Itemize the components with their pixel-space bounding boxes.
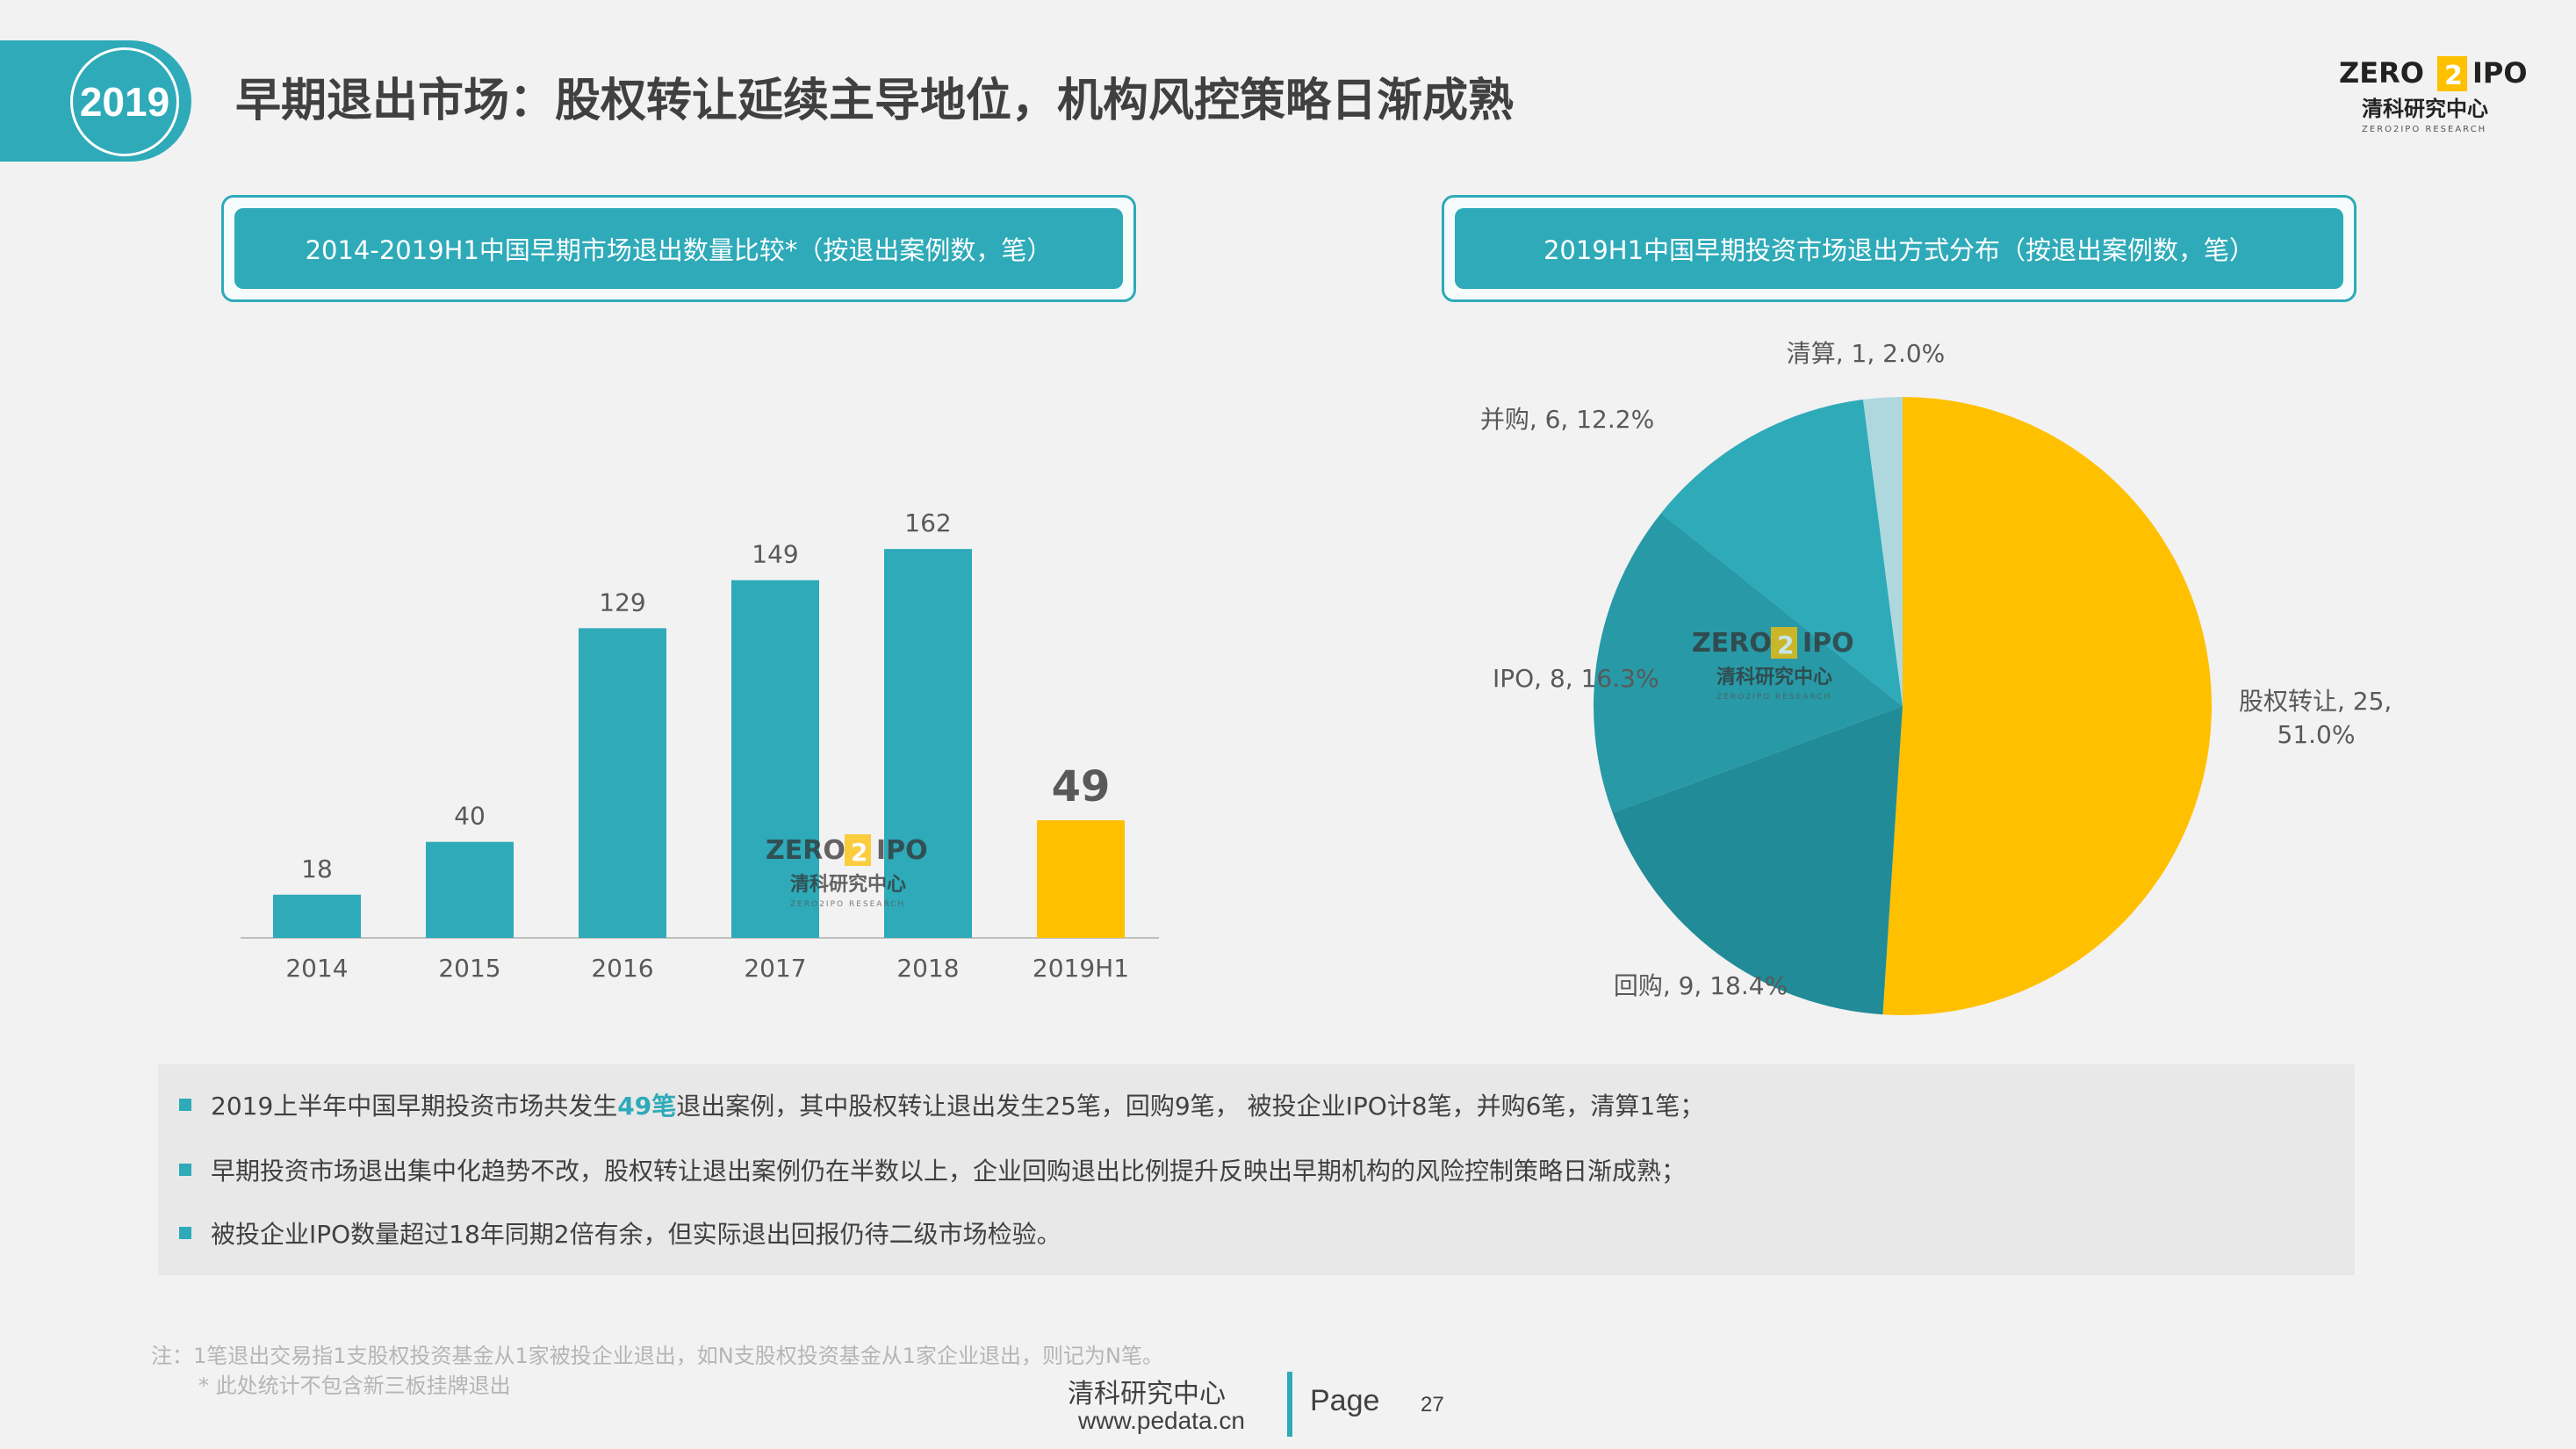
zero2ipo-watermark: ZERO 2 IPO 清科研究中心 ZERO2IPO RESEARCH [1692,627,1854,702]
logo-text-cn: 清科研究中心 [2362,97,2488,121]
bullet-square-icon [179,1164,191,1176]
logo-text-mid: 2 [2444,61,2463,91]
logo-mark [2437,56,2467,91]
bullet-square-icon [179,1099,191,1111]
bar-chart-title-frame: 2014-2019H1中国早期市场退出数量比较*（按退出案例数，笔） [221,195,1136,302]
footer-divider [1287,1372,1292,1437]
pie-chart-title: 2019H1中国早期投资市场退出方式分布（按退出案例数，笔） [1455,208,2343,289]
pie-data-label: 51.0% [2277,720,2356,749]
bar-chart: 18 2014 40 2015 129 2016 149 2017 162 2018 49 2019H… [241,508,1159,983]
watermark-text-en: ZERO2IPO RESEARCH [1716,693,1831,702]
bar [731,580,819,938]
footer-page-number: 27 [1421,1393,1444,1417]
bar-value-label: 129 [599,588,645,616]
watermark-text-left: ZERO [1692,628,1772,659]
bar-value-label: 162 [904,508,951,537]
x-tick-label: 2014 [285,954,348,983]
watermark-text-mid: 2 [1777,631,1794,660]
bar-value-label: 49 [1052,762,1111,811]
watermark-text-right: IPO [1802,628,1854,659]
bar [884,549,972,938]
year-badge: 2019 [70,47,179,156]
bullet-square-icon [179,1227,191,1239]
footer-url[interactable]: www.pedata.cn [1078,1407,1245,1434]
summary-text: 被投企业IPO数量超过18年同期2倍有余，但实际退出回报仍待二级市场检验。 [211,1220,1061,1249]
summary-text: 退出案例，其中股权转让退出发生25笔，回购9笔， 被投企业IPO计8笔，并购6笔… [676,1092,1705,1121]
pie-data-label: 清算, 1, 2.0% [1787,339,1946,368]
pie-slice [1882,397,2212,1015]
bar-chart-title: 2014-2019H1中国早期市场退出数量比较*（按退出案例数，笔） [234,208,1123,289]
footnote: 注：1笔退出交易指1支股权投资基金从1家被投企业退出，如N支股权投资基金从1家企… [151,1344,1163,1368]
pie-slice [1612,706,1903,1015]
pie-slice [1594,513,1903,813]
bar [579,628,666,938]
bar [1037,820,1125,938]
pie-data-label: IPO, 8, 16.3% [1493,664,1659,693]
logo-text-left: ZERO [2339,56,2424,90]
watermark-mark [845,834,871,866]
summary-text: 2019上半年中国早期投资市场共发生 [211,1092,618,1121]
logo-text-en: ZERO2IPO RESEARCH [2362,125,2486,134]
summary-bullet: 早期投资市场退出集中化趋势不改，股权转让退出案例仍在半数以上，企业回购退出比例提… [179,1152,1686,1187]
watermark-text-en: ZERO2IPO RESEARCH [790,900,905,909]
pie-chart: 股权转让, 25, 51.0% 回购, 9, 18.4% IPO, 8, 16.3% 并… [1480,339,2392,1015]
pie-slice [1862,397,1903,706]
pie-data-label: 股权转让, 25, [2239,687,2392,716]
zero2ipo-logo: ZERO 2 IPO 清科研究中心 ZERO2IPO RESEARCH [2339,56,2528,134]
watermark-text-mid: 2 [851,838,867,867]
x-tick-label: 2015 [438,954,500,983]
x-tick-label: 2017 [744,954,806,983]
x-tick-label: 2018 [896,954,959,983]
summary-text: 早期投资市场退出集中化趋势不改，股权转让退出案例仍在半数以上，企业回购退出比例提… [211,1157,1687,1186]
pie-data-label: 并购, 6, 12.2% [1480,405,1654,434]
watermark-text-left: ZERO [766,835,845,866]
footnote: * 此处统计不包含新三板挂牌退出 [198,1373,511,1398]
bar-value-label: 18 [301,854,333,883]
bar [426,841,514,938]
summary-box: 2019上半年中国早期投资市场共发生 49笔 退出案例，其中股权转让退出发生25笔，… [158,1064,2355,1275]
x-tick-label: 2016 [591,954,653,983]
bar [273,894,361,938]
footer-org: 清科研究中心 [1068,1379,1226,1409]
pie-slice [1660,399,1903,706]
x-tick-label: 2019H1 [1033,954,1129,983]
bar-value-label: 40 [454,802,486,831]
footer-page-label: Page [1310,1384,1380,1417]
watermark-text-cn: 清科研究中心 [790,873,906,896]
page-title: 早期退出市场：股权转让延续主导地位，机构风控策略日渐成熟 [235,75,1515,127]
bar-value-label: 149 [752,540,798,569]
summary-bullet: 2019上半年中国早期投资市场共发生 49笔 退出案例，其中股权转让退出发生25笔，… [179,1087,1704,1122]
summary-bullet: 被投企业IPO数量超过18年同期2倍有余，但实际退出回报仍待二级市场检验。 [179,1215,1061,1251]
logo-text-right: IPO [2472,56,2528,90]
watermark-text-cn: 清科研究中心 [1716,666,1832,688]
pie-data-label: 回购, 9, 18.4% [1614,971,1788,1000]
watermark-text-right: IPO [876,835,928,866]
summary-highlight: 49笔 [617,1092,677,1121]
zero2ipo-watermark: ZERO 2 IPO 清科研究中心 ZERO2IPO RESEARCH [766,834,928,909]
watermark-mark [1771,627,1797,659]
pie-chart-title-frame: 2019H1中国早期投资市场退出方式分布（按退出案例数，笔） [1442,195,2357,302]
